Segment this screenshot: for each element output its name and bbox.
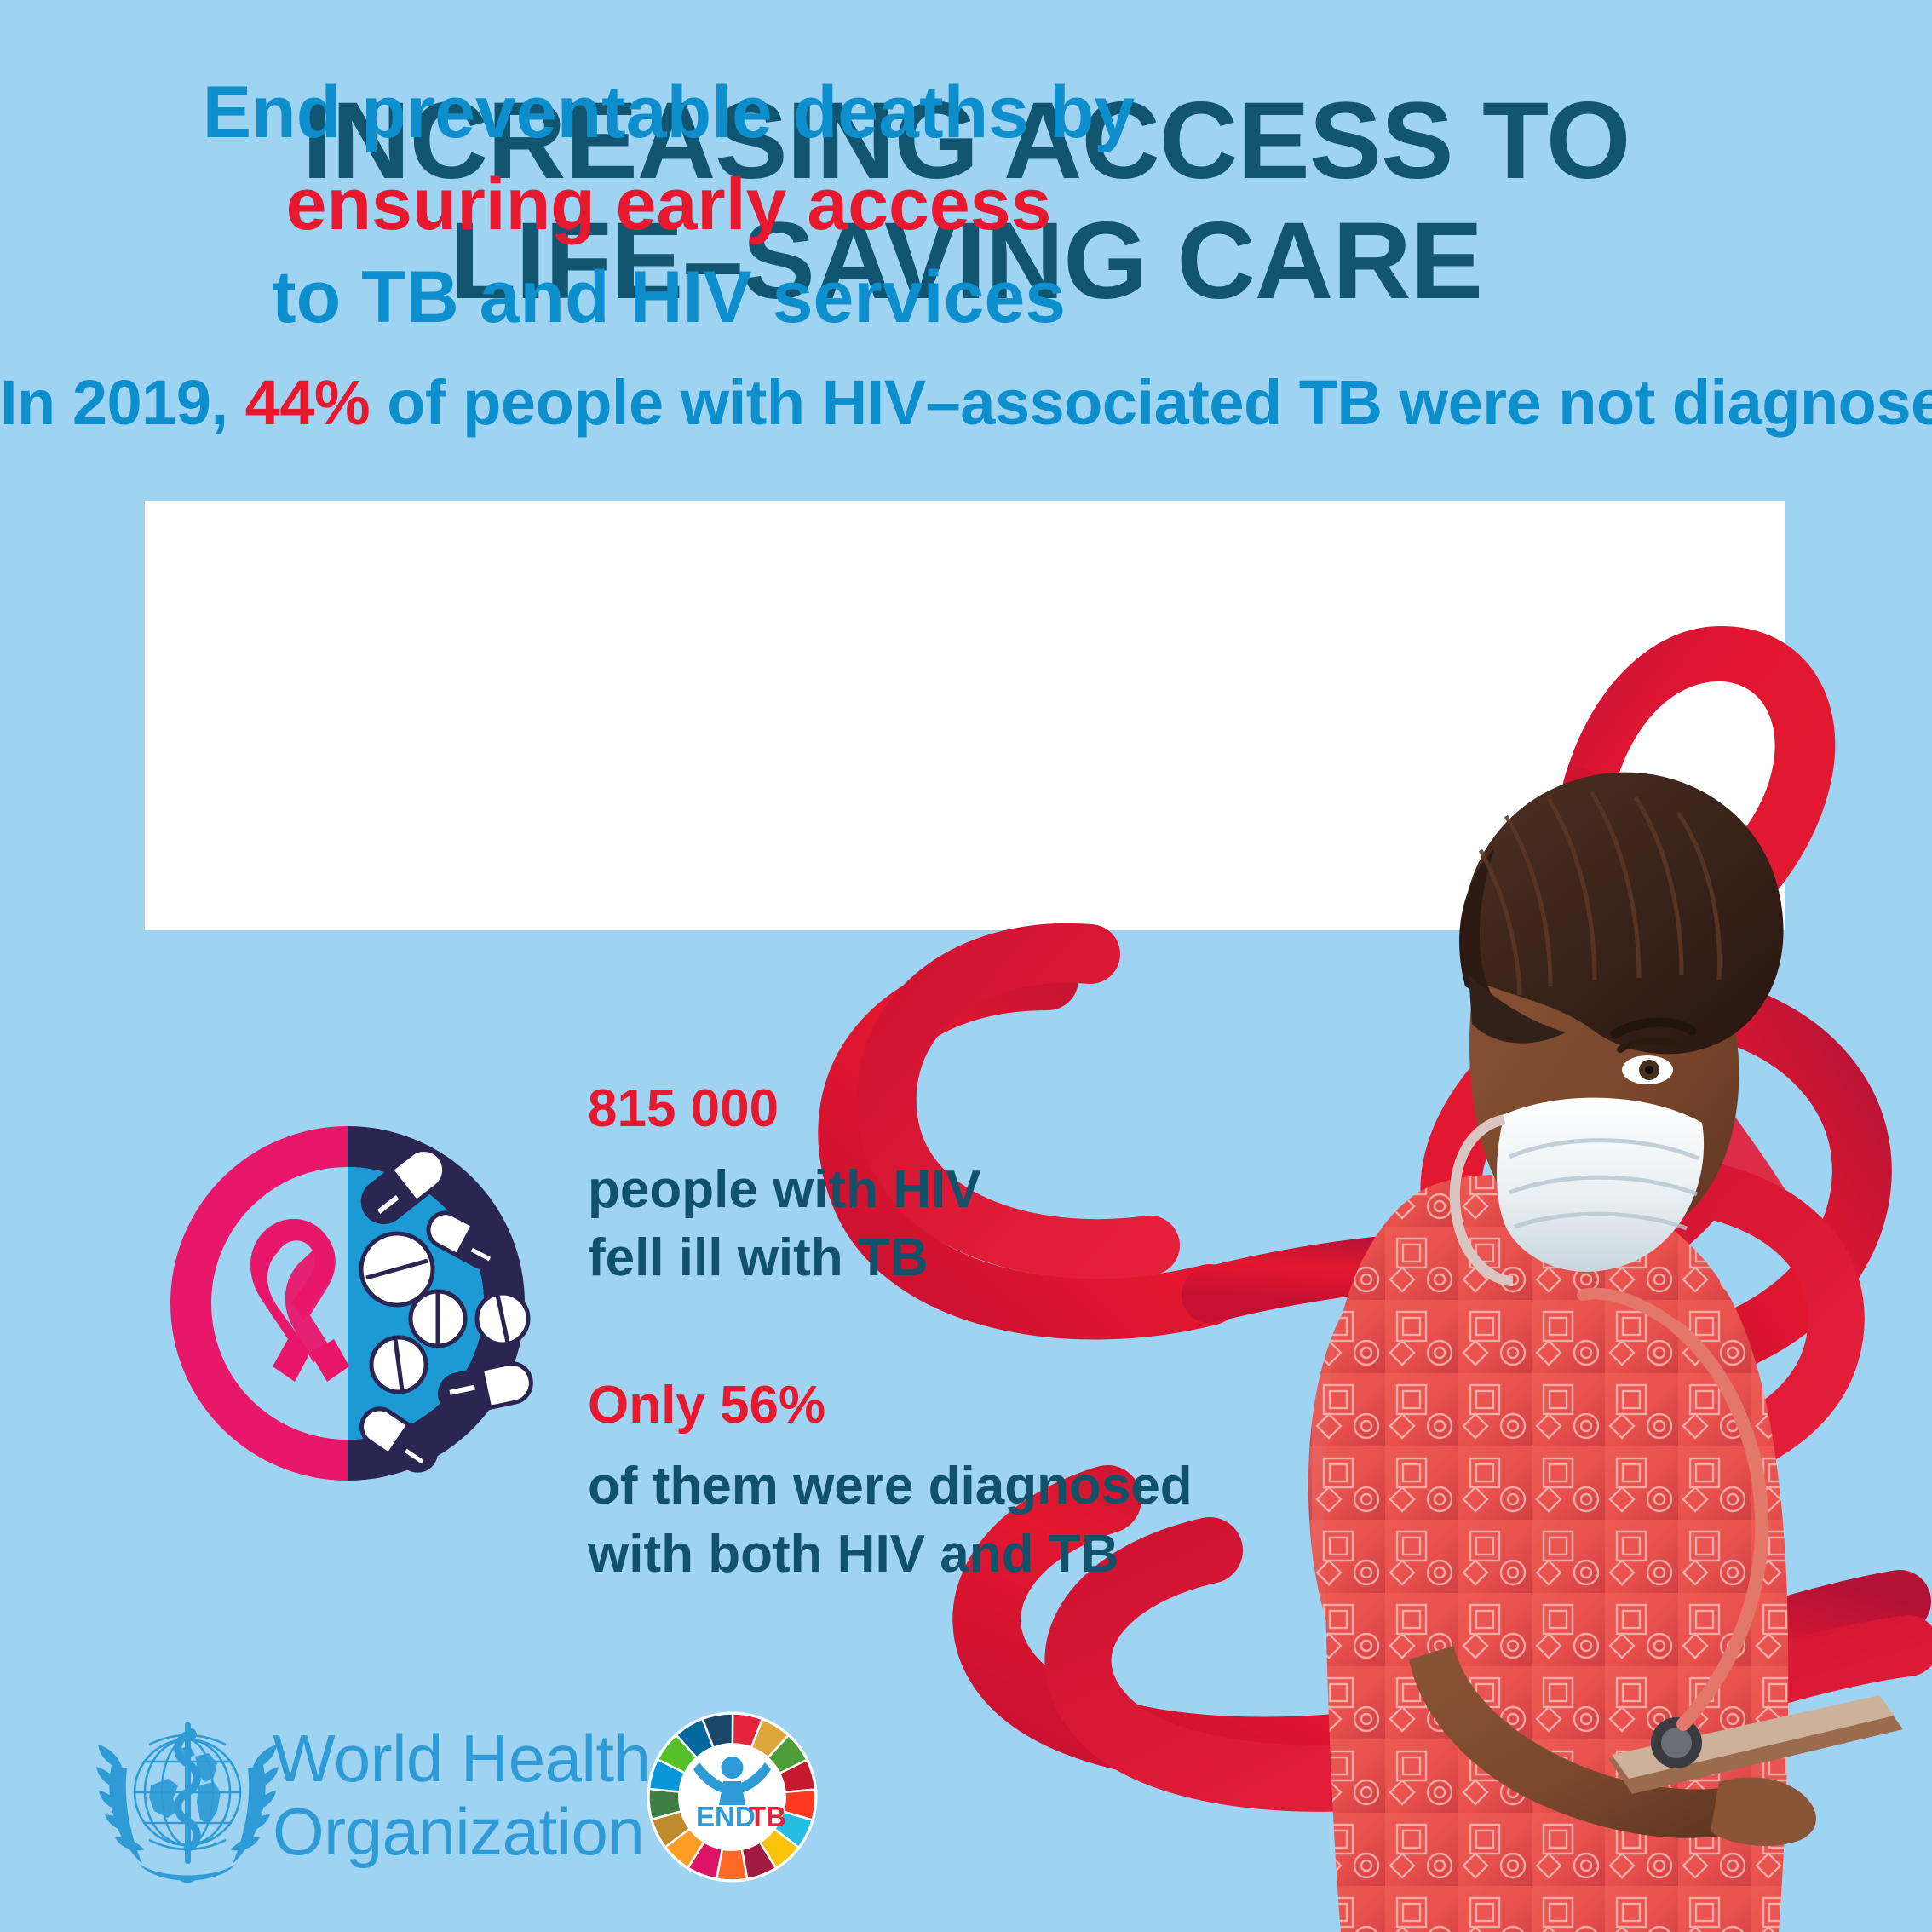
who-wordmark: World Health Organization [273,1721,651,1869]
callout-line-2: ensuring early access [285,164,1052,246]
poster-title: INCREASING ACCESS TO LIFE–SAVING CARE [302,80,1631,322]
endtb-person-icon [693,1757,771,1805]
icon-pink-ring-half [170,1126,348,1481]
callout-box [145,501,1785,930]
poster-subtitle: In 2019, 44% of people with HIV–associat… [0,366,1932,439]
stat-line-diagnosis-1: of them were diagnosed [588,1456,1193,1515]
who-wordmark-line-2: Organization [273,1793,645,1869]
hiv-ribbon-glyph [250,1218,349,1382]
stat-line-diagnosis-2: with both HIV and TB [588,1525,1119,1584]
hiv-tb-treatment-icon [170,1126,533,1481]
subtitle-part-1: In 2019, [0,367,245,438]
ribbon-swirl-front [856,923,1932,1812]
stat-block-incidence: 815 000 people with HIV fell ill with TB [588,1075,981,1293]
callout-message: End preventable deaths by ensuring early… [0,66,1337,343]
pill-group [359,1147,533,1473]
subtitle-part-2: of people with HIV–associated TB were no… [370,367,1932,438]
end-tb-logo: END TB [647,1711,818,1883]
endtb-tb-text: TB [749,1801,786,1832]
subtitle-percent-highlight: 44% [244,367,371,438]
endtb-end-text: END [696,1801,756,1832]
callout-line-1: End preventable deaths by [202,72,1136,153]
stat-value-diagnosis: Only 56% [588,1376,826,1435]
who-emblem-icon [96,1722,279,1883]
callout-line-3: to TB and HIV services [272,256,1066,338]
stat-line-incidence-2: fell ill with TB [588,1228,929,1288]
stat-value-incidence: 815 000 [588,1079,779,1138]
stat-block-diagnosis: Only 56% of them were diagnosed with bot… [588,1371,1193,1590]
who-wordmark-line-1: World Health [273,1721,651,1796]
ribbon-swirl-lower [818,949,1931,1785]
stat-line-incidence-1: people with HIV [588,1159,981,1219]
